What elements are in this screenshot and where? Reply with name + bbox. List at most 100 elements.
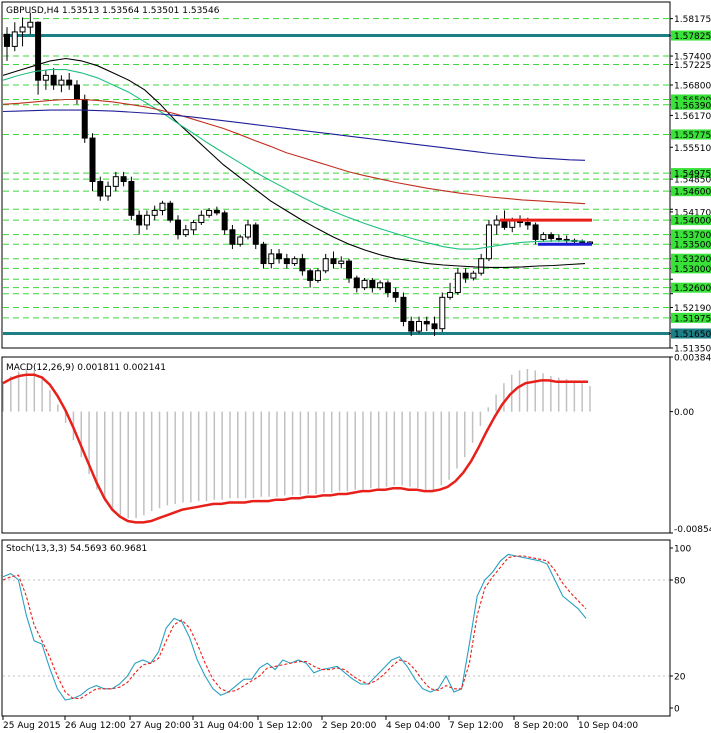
price-label-bg: [671, 129, 711, 140]
price-header: GBPUSD,H4 1.53513 1.53564 1.53501 1.5354…: [6, 6, 220, 16]
price-tick-label: 1.54850: [674, 176, 711, 186]
price-panel[interactable]: 1.581751.578251.574001.572251.568001.565…: [2, 12, 711, 355]
candle: [283, 258, 290, 265]
candle: [400, 296, 407, 322]
candle: [314, 270, 321, 281]
candle: [128, 181, 135, 216]
price-tick-label: 1.56800: [674, 82, 711, 92]
candle: [447, 292, 454, 298]
candle: [493, 219, 500, 226]
stoch-header: Stoch(13,3,3) 54.5693 60.9681: [6, 544, 147, 554]
stoch-tick-label: 20: [674, 673, 686, 683]
price-tick-label: 1.58175: [674, 15, 711, 25]
candle: [423, 320, 430, 325]
stoch-signal-line: [2, 555, 587, 699]
candle: [35, 21, 42, 81]
price-tick-label: 1.54170: [674, 208, 711, 218]
candle: [58, 79, 65, 86]
moving-average-line: [2, 57, 586, 268]
stoch-panel-frame: [1, 539, 671, 717]
candle: [369, 279, 376, 289]
price-label-bg: [671, 253, 711, 264]
candle: [439, 296, 446, 330]
price-tick-label: 1.53200: [674, 255, 711, 265]
candle: [454, 272, 461, 294]
macd-panel[interactable]: 0.003845 0.00 -0.008547: [2, 354, 711, 536]
time-tick-label: 25 Aug 2015: [3, 721, 61, 731]
candle: [89, 137, 96, 183]
candle: [97, 181, 104, 197]
time-tick-label: 8 Sep 20:00: [514, 721, 569, 731]
price-label-bg: [671, 94, 711, 105]
candle: [42, 74, 49, 81]
candle: [81, 98, 88, 139]
price-label-bg: [671, 30, 711, 41]
candle: [221, 212, 228, 231]
candle: [151, 209, 158, 216]
candle: [338, 260, 345, 265]
macd-tick-label: 0.00: [674, 408, 694, 418]
candle: [19, 26, 26, 33]
stochastic-panel[interactable]: 100 80 20 0: [2, 545, 691, 715]
price-label-bg: [671, 186, 711, 197]
candle: [252, 224, 259, 245]
price-label-bg: [671, 215, 711, 226]
macd-tick-label: 0.003845: [674, 354, 711, 364]
candle: [4, 33, 10, 47]
price-tick-label: 1.57825: [674, 32, 711, 42]
candle: [431, 323, 438, 330]
candle: [485, 224, 492, 260]
candle: [299, 258, 306, 272]
time-axis: 25 Aug 2015 26 Aug 12:00 27 Aug 20:00 31 Au…: [2, 716, 638, 731]
price-tick-label: 1.55775: [674, 131, 711, 141]
candle: [307, 270, 314, 281]
candle: [27, 21, 34, 28]
candle: [198, 214, 205, 224]
candle: [229, 229, 236, 245]
time-tick-label: 2 Sep 20:00: [322, 721, 377, 731]
time-tick-label: 1 Sep 12:00: [258, 721, 313, 731]
price-tick-label: 1.55510: [674, 144, 711, 154]
candle: [190, 222, 197, 231]
candle: [237, 236, 244, 245]
candle: [120, 176, 127, 183]
price-tick-label: 1.54600: [674, 188, 711, 198]
price-label-bg: [671, 282, 711, 293]
moving-average-line: [2, 109, 586, 161]
candle: [555, 237, 562, 240]
candle: [112, 176, 119, 187]
price-label-bg: [671, 328, 711, 339]
candle: [524, 222, 531, 226]
time-tick-label: 31 Aug 04:00: [193, 721, 254, 731]
stoch-tick-label: 80: [674, 577, 686, 587]
candle: [330, 258, 337, 265]
time-tick-label: 7 Sep 12:00: [449, 721, 504, 731]
candle: [462, 272, 469, 279]
candle: [392, 292, 399, 298]
candle: [50, 74, 57, 86]
time-tick-label: 27 Aug 20:00: [130, 721, 191, 731]
candle: [361, 279, 368, 289]
candle: [291, 258, 298, 265]
candle: [66, 79, 73, 86]
candle: [478, 258, 485, 274]
candle: [470, 272, 477, 279]
macd-signal-line: [2, 373, 588, 524]
candle: [105, 185, 112, 197]
price-label-bg: [671, 168, 711, 179]
price-tick-label: 1.51975: [674, 314, 711, 324]
price-tick-label: 1.54975: [674, 170, 711, 180]
candle: [532, 224, 539, 240]
time-tick-label: 10 Sep 04:00: [578, 721, 638, 731]
candle: [136, 214, 143, 226]
candle: [11, 31, 18, 47]
macd-panel-frame: [1, 356, 671, 534]
price-label-bg: [671, 99, 711, 110]
price-panel-frame: [1, 1, 671, 349]
candle: [159, 202, 166, 211]
price-tick-label: 1.56170: [674, 112, 711, 122]
price-tick-label: 1.56390: [674, 101, 711, 111]
macd-tick-label: -0.008547: [674, 525, 711, 535]
